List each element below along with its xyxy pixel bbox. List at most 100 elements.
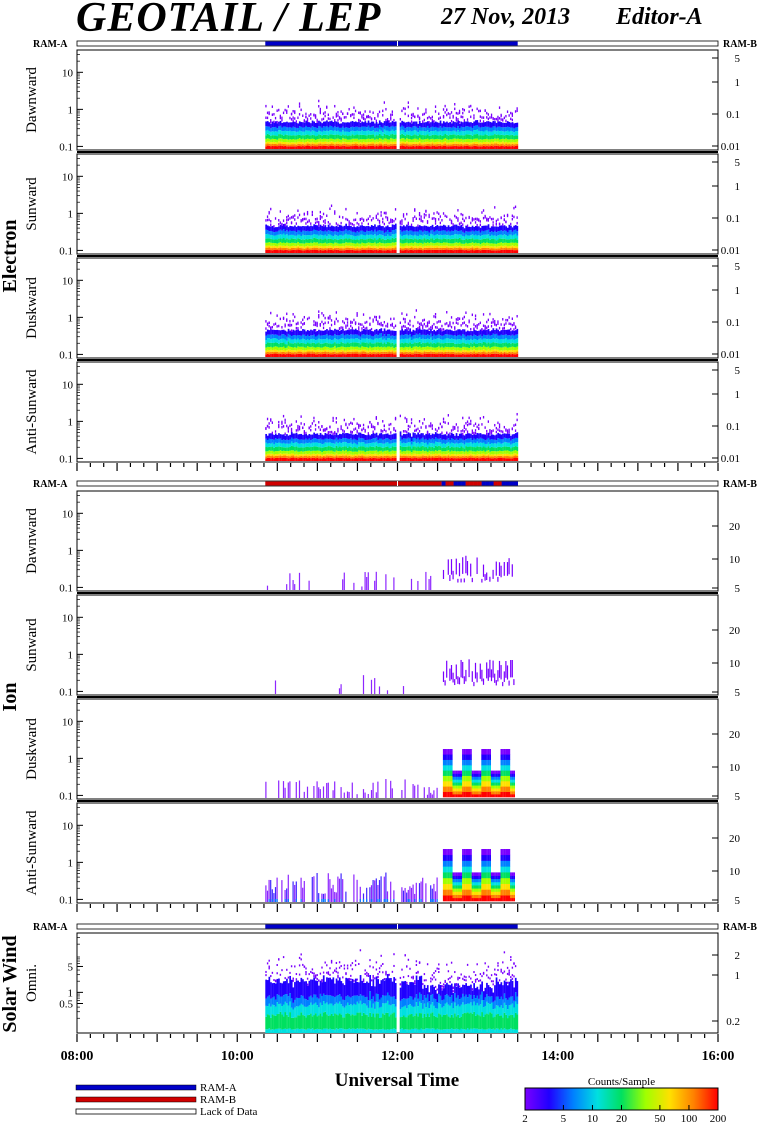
heatmap-cell xyxy=(441,351,443,354)
heatmap-cell xyxy=(378,333,381,339)
heatmap-cell xyxy=(394,223,397,230)
heatmap-cell xyxy=(434,315,437,319)
heatmap-cell xyxy=(270,353,272,357)
heatmap-cell xyxy=(484,234,487,239)
heatmap-cell xyxy=(294,342,296,348)
heatmap-cell xyxy=(348,146,351,149)
heatmap-cell xyxy=(364,321,366,324)
heatmap-cell xyxy=(503,343,506,347)
heatmap-cell xyxy=(394,141,397,144)
heatmap-cell xyxy=(334,342,336,346)
heatmap-cell xyxy=(473,125,475,131)
heatmap-cell xyxy=(356,122,359,127)
heatmap-cell xyxy=(511,338,514,343)
heatmap-cell xyxy=(265,350,267,353)
heatmap-cell xyxy=(418,213,421,217)
heatmap-cell xyxy=(434,242,437,246)
heatmap-cell xyxy=(270,450,272,454)
heatmap-cell xyxy=(274,353,277,357)
heatmap-cell xyxy=(457,138,459,142)
heatmap-cell xyxy=(364,126,367,131)
heatmap-cell xyxy=(278,453,280,456)
heatmap-cell xyxy=(298,250,301,253)
heatmap-cell xyxy=(410,131,413,136)
heatmap-cell xyxy=(311,442,314,447)
heatmap-cell xyxy=(279,130,282,135)
heatmap-cell xyxy=(478,142,480,145)
heatmap-cell xyxy=(353,246,355,249)
heatmap-cell xyxy=(454,145,456,149)
heatmap-cell xyxy=(470,134,472,140)
heatmap-cell xyxy=(374,352,376,355)
heatmap-cell xyxy=(471,340,474,344)
heatmap-cell xyxy=(310,238,312,243)
heatmap-cell xyxy=(418,322,421,326)
heatmap-cell xyxy=(430,337,432,343)
heatmap-cell xyxy=(404,247,407,250)
heatmap-cell xyxy=(271,105,273,108)
heatmap-cell xyxy=(393,229,395,235)
heatmap-cell xyxy=(313,224,315,230)
heatmap-cell xyxy=(423,322,425,326)
heatmap-cell xyxy=(298,134,301,139)
heatmap-cell xyxy=(447,334,450,339)
heatmap-cell xyxy=(390,130,392,135)
heatmap-cell xyxy=(329,125,331,131)
heatmap-cell xyxy=(295,347,298,351)
heatmap-cell xyxy=(332,246,335,249)
heatmap-cell xyxy=(361,330,363,335)
heatmap-cell xyxy=(300,455,303,458)
heatmap-cell xyxy=(297,456,299,459)
heatmap-cell xyxy=(423,112,425,116)
heatmap-cell xyxy=(310,351,312,354)
heatmap-cell xyxy=(334,144,336,147)
heatmap-cell xyxy=(500,351,503,355)
heatmap-cell xyxy=(330,239,333,244)
heatmap-cell xyxy=(337,145,339,149)
heatmap-cell xyxy=(281,141,283,145)
heatmap-cell xyxy=(324,121,327,127)
heatmap-cell xyxy=(311,247,314,250)
heatmap-cell xyxy=(305,352,307,355)
heatmap-cell xyxy=(370,327,373,331)
heatmap-cell xyxy=(330,245,333,248)
heatmap-cell xyxy=(372,126,375,131)
heatmap-cell xyxy=(287,458,290,461)
heatmap-cell xyxy=(492,239,495,244)
heatmap-cell xyxy=(407,101,409,104)
heatmap-cell xyxy=(414,245,416,248)
heatmap-cell xyxy=(492,142,495,145)
heatmap-cell xyxy=(385,349,387,352)
heatmap-cell xyxy=(366,234,368,240)
heatmap-cell xyxy=(332,354,335,357)
heatmap-cell xyxy=(428,127,431,133)
ram-mixed-segment xyxy=(457,481,462,486)
heatmap-cell xyxy=(321,330,323,336)
heatmap-cell xyxy=(366,352,368,355)
heatmap-cell xyxy=(505,346,507,351)
heatmap-cell xyxy=(386,146,389,149)
heatmap-cell xyxy=(486,326,488,330)
heatmap-cell xyxy=(478,245,480,249)
heatmap-cell xyxy=(503,353,506,357)
heatmap-cell xyxy=(458,142,461,145)
heatmap-cell xyxy=(297,143,299,146)
heatmap-cell xyxy=(274,455,277,458)
heatmap-cell xyxy=(425,131,427,136)
heatmap-cell xyxy=(265,438,267,443)
heatmap-cell xyxy=(348,250,351,253)
heatmap-cell xyxy=(375,350,378,353)
heatmap-cell xyxy=(372,141,375,144)
heatmap-cell xyxy=(492,318,494,321)
heatmap-cell xyxy=(412,350,415,353)
heatmap-cell xyxy=(281,234,283,240)
heatmap-cell xyxy=(489,232,491,237)
heatmap-cell xyxy=(388,235,391,240)
heatmap-cell xyxy=(278,347,280,351)
heatmap-cell xyxy=(326,342,328,347)
heatmap-cell xyxy=(510,130,512,136)
heatmap-cell xyxy=(265,135,267,139)
heatmap-cell xyxy=(382,246,384,249)
heatmap-cell xyxy=(313,142,315,145)
heatmap-cell xyxy=(305,231,307,236)
